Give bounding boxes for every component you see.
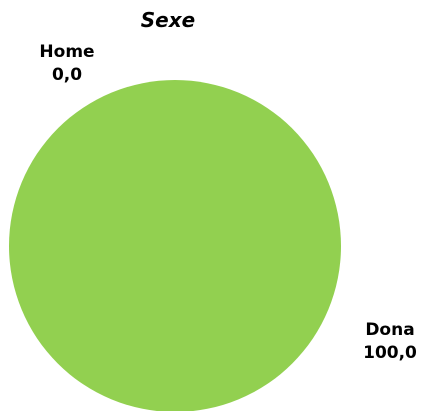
slice-label-dona-name: Dona xyxy=(365,320,414,340)
pie-slices xyxy=(9,80,341,411)
chart-title: Sexe xyxy=(141,8,195,32)
slice-label-home-name: Home xyxy=(39,42,94,62)
slice-label-home: Home 0,0 xyxy=(39,42,94,85)
slice-label-dona: Dona 100,0 xyxy=(363,320,417,363)
slice-label-home-value: 0,0 xyxy=(52,65,82,85)
slice-label-dona-value: 100,0 xyxy=(363,343,417,363)
pie-slice-dona xyxy=(9,80,341,411)
